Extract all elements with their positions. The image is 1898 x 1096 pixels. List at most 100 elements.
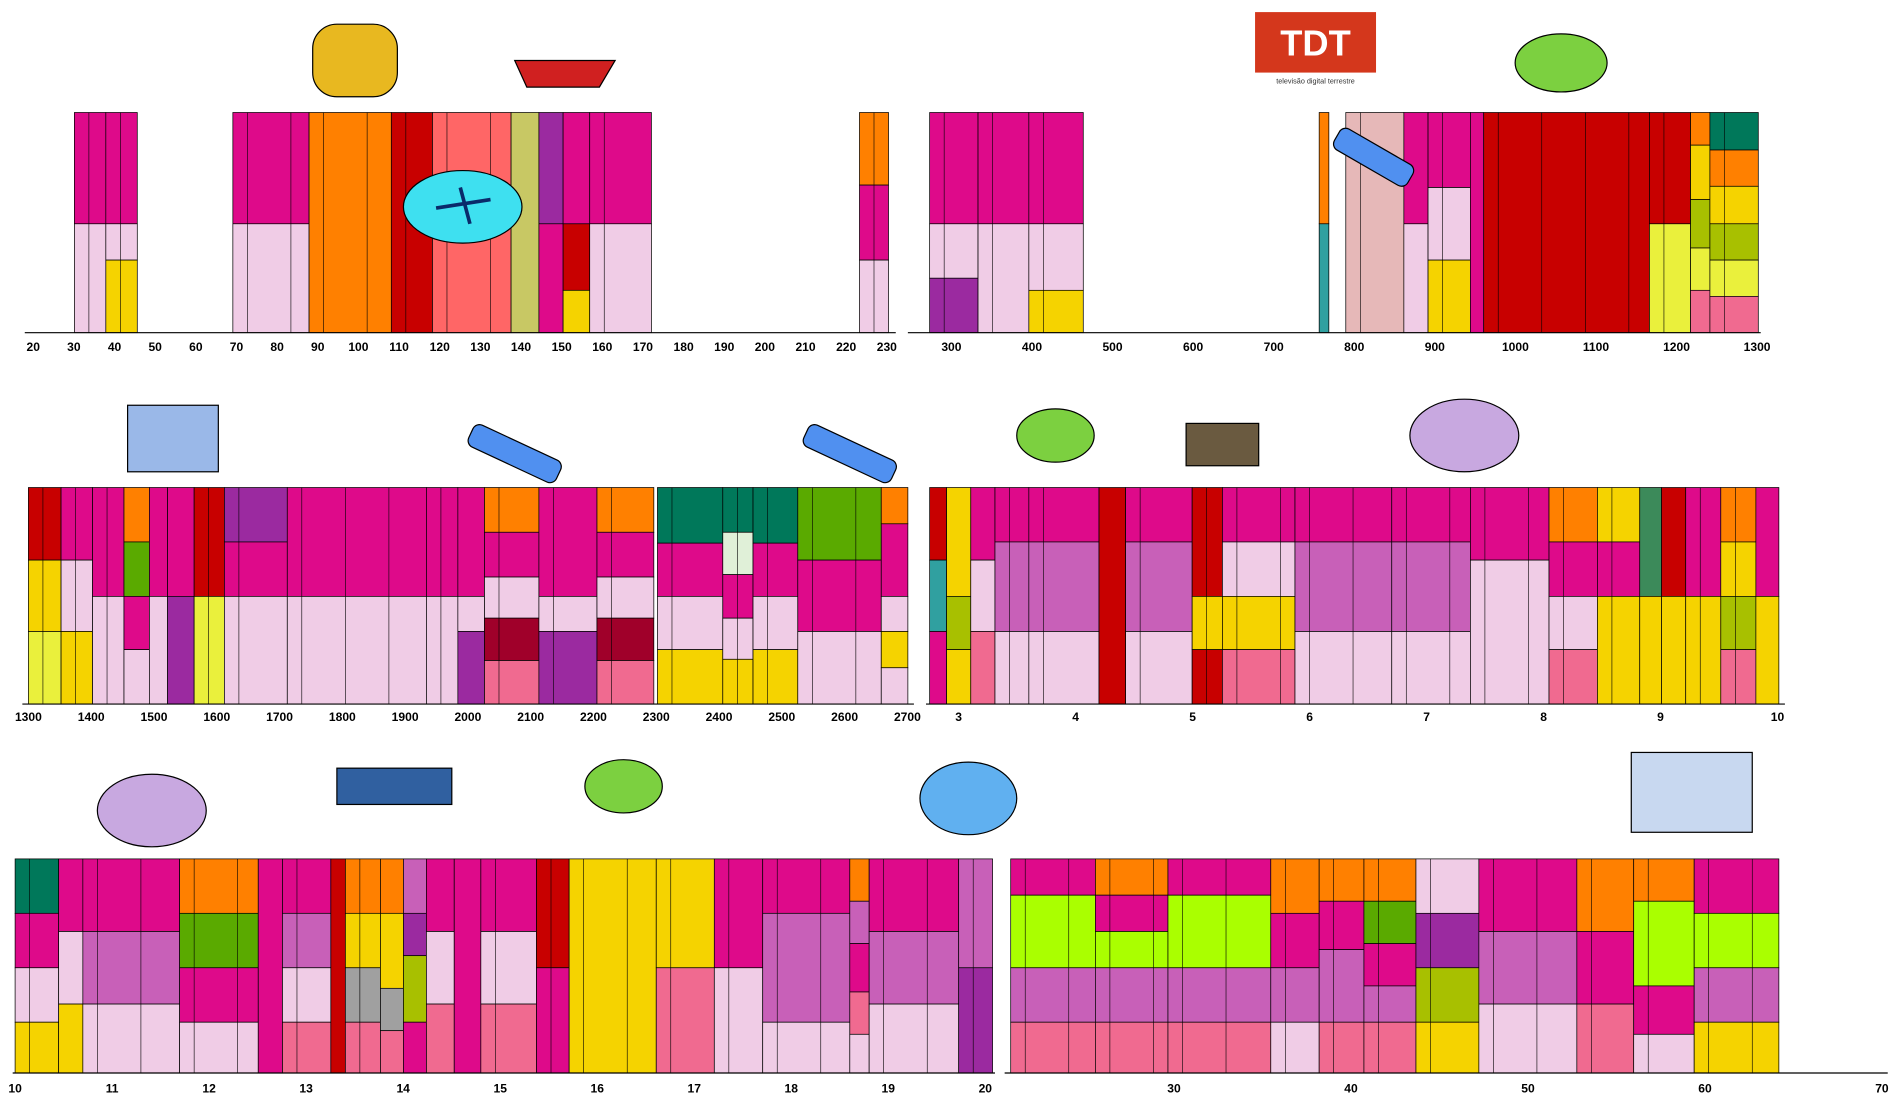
allocation-block xyxy=(562,289,591,334)
allocation-block xyxy=(1685,487,1722,597)
ship-icon xyxy=(513,59,617,88)
allocation-block xyxy=(849,943,870,993)
allocation-block xyxy=(1415,912,1480,969)
allocation-block xyxy=(58,931,84,1005)
allocation-block xyxy=(286,487,427,597)
allocation-block xyxy=(149,487,168,597)
allocation-block xyxy=(1427,259,1471,334)
tick-label: 40 xyxy=(108,340,122,354)
allocation-block xyxy=(538,596,598,632)
allocation-block xyxy=(167,596,195,705)
allocation-block xyxy=(713,858,764,969)
tick-label: 70 xyxy=(230,340,244,354)
allocation-block xyxy=(752,487,799,544)
allocation-block xyxy=(1649,112,1691,225)
tick-label: 140 xyxy=(511,340,531,354)
logo-title: TDT xyxy=(1280,23,1351,64)
tick-label: 500 xyxy=(1102,340,1122,354)
allocation-block xyxy=(868,858,960,932)
tick-label: 110 xyxy=(389,340,409,354)
allocation-block xyxy=(562,112,591,225)
tick-label: 1100 xyxy=(1583,340,1609,354)
allocation-block xyxy=(1318,223,1330,334)
allocation-block xyxy=(232,112,310,225)
allocation-block xyxy=(344,858,381,914)
tick-label: 17 xyxy=(688,1081,702,1095)
allocation-block xyxy=(1028,223,1084,291)
allocation-block xyxy=(1391,487,1471,543)
allocation-block xyxy=(536,967,570,1074)
tick-label: 1500 xyxy=(141,710,168,724)
allocation-block xyxy=(1415,858,1480,914)
tick-label: 2600 xyxy=(831,710,858,724)
computer-icon xyxy=(126,404,219,473)
allocation-block xyxy=(60,631,93,705)
allocation-block xyxy=(1548,487,1598,543)
allocation-block xyxy=(105,259,138,334)
allocation-block xyxy=(1709,296,1759,334)
allocation-block xyxy=(657,596,724,650)
allocation-block xyxy=(1483,112,1650,334)
allocation-block xyxy=(1649,223,1691,334)
allocation-block xyxy=(849,991,870,1035)
allocation-block xyxy=(257,858,283,1074)
allocation-block xyxy=(105,112,138,225)
allocation-block xyxy=(1125,541,1193,632)
allocation-block xyxy=(1391,541,1471,632)
allocation-block xyxy=(1709,149,1759,187)
allocation-block xyxy=(1633,985,1695,1035)
logo-subtitle: televisão digital terrestre xyxy=(1276,76,1355,85)
tick-label: 19 xyxy=(882,1081,896,1095)
allocation-block xyxy=(1690,199,1711,249)
allocation-block xyxy=(1597,596,1641,705)
allocation-block xyxy=(28,631,62,705)
tick-label: 1600 xyxy=(203,710,230,724)
allocation-block xyxy=(929,112,979,225)
allocation-block xyxy=(929,559,947,632)
allocation-block xyxy=(380,858,404,914)
allocation-block xyxy=(1690,289,1711,334)
allocation-block xyxy=(880,667,909,705)
tick-label: 300 xyxy=(941,340,961,354)
allocation-block xyxy=(994,541,1030,632)
allocation-block xyxy=(596,660,655,705)
allocation-block xyxy=(484,617,540,661)
allocation-block xyxy=(28,487,62,561)
allocation-block xyxy=(123,649,150,705)
tick-label: 130 xyxy=(470,340,490,354)
tick-label: 1000 xyxy=(1502,340,1529,354)
allocation-block xyxy=(426,596,459,705)
allocation-block xyxy=(1720,487,1757,543)
allocation-block xyxy=(946,649,972,705)
allocation-block xyxy=(1415,967,1480,1023)
allocation-block xyxy=(929,223,979,279)
allocation-block xyxy=(1222,541,1296,597)
tick-label: 1800 xyxy=(329,710,356,724)
allocation-block xyxy=(1270,967,1320,1023)
phone-icon xyxy=(467,424,562,484)
allocation-block xyxy=(1270,912,1320,969)
network-icon xyxy=(1630,751,1753,833)
tick-label: 2300 xyxy=(643,710,670,724)
tick-label: 170 xyxy=(633,340,653,354)
tick-label: 230 xyxy=(877,340,897,354)
allocation-block xyxy=(1095,858,1169,896)
allocation-block xyxy=(1191,487,1223,597)
axes: 20 30 40 50 60 70 80 90 100 110 120 130 140 150 160 170… xyxy=(8,332,1889,1095)
tick-label: 180 xyxy=(674,340,694,354)
allocation-block xyxy=(977,223,1030,334)
allocation-block xyxy=(538,223,564,334)
tick-label: 8 xyxy=(1540,710,1547,724)
tick-label: 210 xyxy=(795,340,815,354)
allocation-block xyxy=(596,531,655,578)
tick-label: 200 xyxy=(755,340,775,354)
allocation-block xyxy=(58,858,84,932)
allocation-block xyxy=(1693,912,1780,969)
tick-label: 9 xyxy=(1657,710,1664,724)
tick-label: 2700 xyxy=(894,710,921,724)
allocation-block xyxy=(1548,596,1598,650)
allocation-blocks xyxy=(14,112,1780,1074)
allocation-block xyxy=(849,858,870,902)
allocation-block xyxy=(657,487,724,544)
